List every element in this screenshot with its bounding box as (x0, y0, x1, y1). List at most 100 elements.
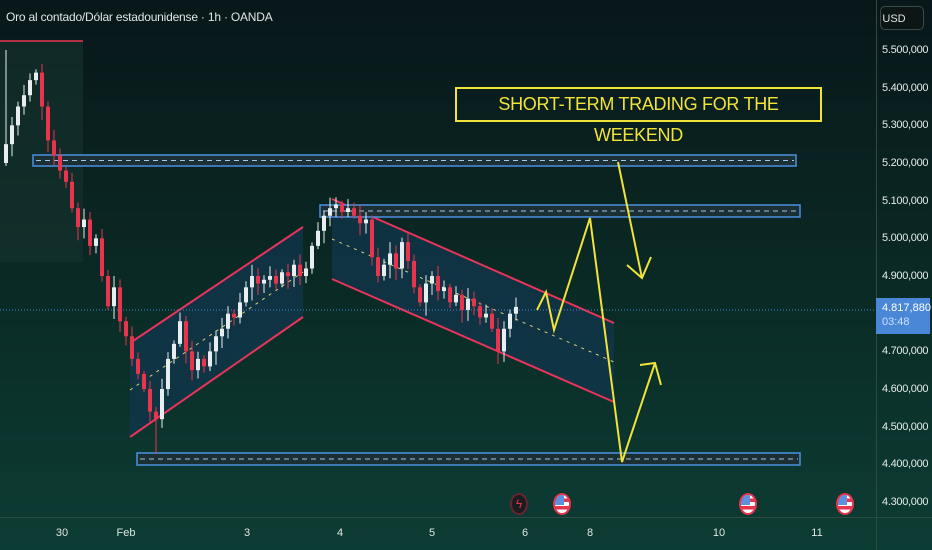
candle-body (40, 72, 44, 107)
candle (370, 215, 374, 266)
candle-body (310, 245, 314, 269)
candle-body (124, 321, 128, 337)
candle-body (94, 238, 98, 246)
candle (430, 271, 434, 295)
candle-body (382, 264, 386, 277)
candle (52, 129, 56, 166)
candle (352, 202, 356, 219)
candle (514, 297, 518, 321)
candle-body (52, 140, 56, 156)
us-flag-icon[interactable] (836, 493, 854, 515)
time-tick-label: 11 (811, 527, 823, 539)
candle (28, 73, 32, 102)
candle-body (142, 373, 146, 390)
candle-body (118, 287, 122, 322)
candle-body (160, 389, 164, 420)
us-flag-icon[interactable] (739, 493, 757, 515)
ascending-channel-upper[interactable] (129, 226, 304, 344)
candle-body (304, 268, 308, 277)
arrowhead-up-icon (639, 361, 662, 386)
candle (166, 352, 170, 396)
zone-4420[interactable] (136, 452, 801, 466)
projection-down-arrow[interactable] (617, 161, 643, 279)
candle (304, 261, 308, 284)
candle (64, 166, 68, 188)
candle (490, 308, 494, 333)
candle (112, 276, 116, 319)
candle-body (436, 276, 440, 292)
candle-body (268, 276, 272, 280)
candle-body (418, 287, 422, 303)
candle-body (4, 144, 8, 164)
price-tick-label: 4.300,000 (882, 496, 929, 509)
projection-path-arrow[interactable] (536, 217, 656, 463)
candle (4, 50, 8, 167)
zone-5075[interactable] (319, 204, 801, 218)
candle (220, 317, 224, 348)
price-tick-label: 4.700,000 (882, 345, 929, 358)
candle (508, 309, 512, 338)
candle (190, 340, 194, 381)
candle-body (28, 80, 32, 96)
candle (322, 210, 326, 244)
candle-body (76, 208, 80, 228)
candle-body (478, 306, 482, 318)
candle-body (244, 287, 248, 303)
candle (274, 269, 278, 290)
zone-5200[interactable] (32, 154, 797, 167)
lightning-icon[interactable]: ϟ (510, 493, 528, 515)
candle-body (340, 204, 344, 212)
candle-body (196, 358, 200, 371)
candle (172, 340, 176, 364)
descending-channel-lower[interactable] (331, 278, 615, 403)
candle-body (430, 276, 434, 284)
candle (34, 69, 38, 85)
candle (100, 228, 104, 282)
candle-body (328, 208, 332, 216)
candle (448, 283, 452, 309)
candle-body (490, 313, 494, 329)
candle (340, 200, 344, 219)
current-price-label: 4.817,880 03:48 (876, 298, 931, 334)
candle-body (484, 313, 488, 318)
candle-body (172, 343, 176, 359)
candle (484, 304, 488, 323)
candle (436, 265, 440, 301)
candle-body (202, 358, 206, 367)
candle-body (466, 298, 470, 310)
candle (298, 254, 302, 286)
candle-body (376, 257, 380, 277)
candle (154, 406, 158, 454)
price-axis[interactable] (876, 0, 932, 550)
candle-body (388, 253, 392, 265)
candle (202, 355, 206, 373)
time-axis[interactable] (0, 517, 932, 518)
candle-body (514, 306, 518, 314)
candle (244, 281, 248, 307)
price-tick-label: 5.300,000 (882, 119, 929, 132)
candle (394, 245, 398, 281)
price-tick-label: 5.000,000 (882, 232, 929, 245)
currency-button[interactable]: USD (880, 6, 924, 30)
candle (316, 222, 320, 250)
price-tick-label: 4.900,000 (882, 270, 929, 283)
candle (16, 101, 20, 136)
candle-body (322, 215, 326, 231)
descending-channel-upper[interactable] (331, 198, 615, 324)
candle (118, 279, 122, 333)
candle (334, 197, 338, 217)
candle-body (64, 170, 68, 182)
price-tick-label: 4.600,000 (882, 383, 929, 396)
annotation-text-box[interactable]: SHORT-TERM TRADING FOR THE WEEKEND (455, 87, 822, 145)
candle-body (460, 294, 464, 310)
chart-title: Oro al contado/Dólar estadounidense · 1h… (6, 10, 273, 24)
us-flag-icon[interactable] (553, 493, 571, 515)
candle (94, 234, 98, 254)
candle-body (46, 106, 50, 141)
ascending-channel-lower[interactable] (129, 316, 304, 438)
time-tick-label: 4 (336, 527, 344, 539)
time-tick-label: 3 (243, 527, 251, 539)
candle-body (316, 230, 320, 246)
time-tick-label: Feb (116, 527, 136, 539)
